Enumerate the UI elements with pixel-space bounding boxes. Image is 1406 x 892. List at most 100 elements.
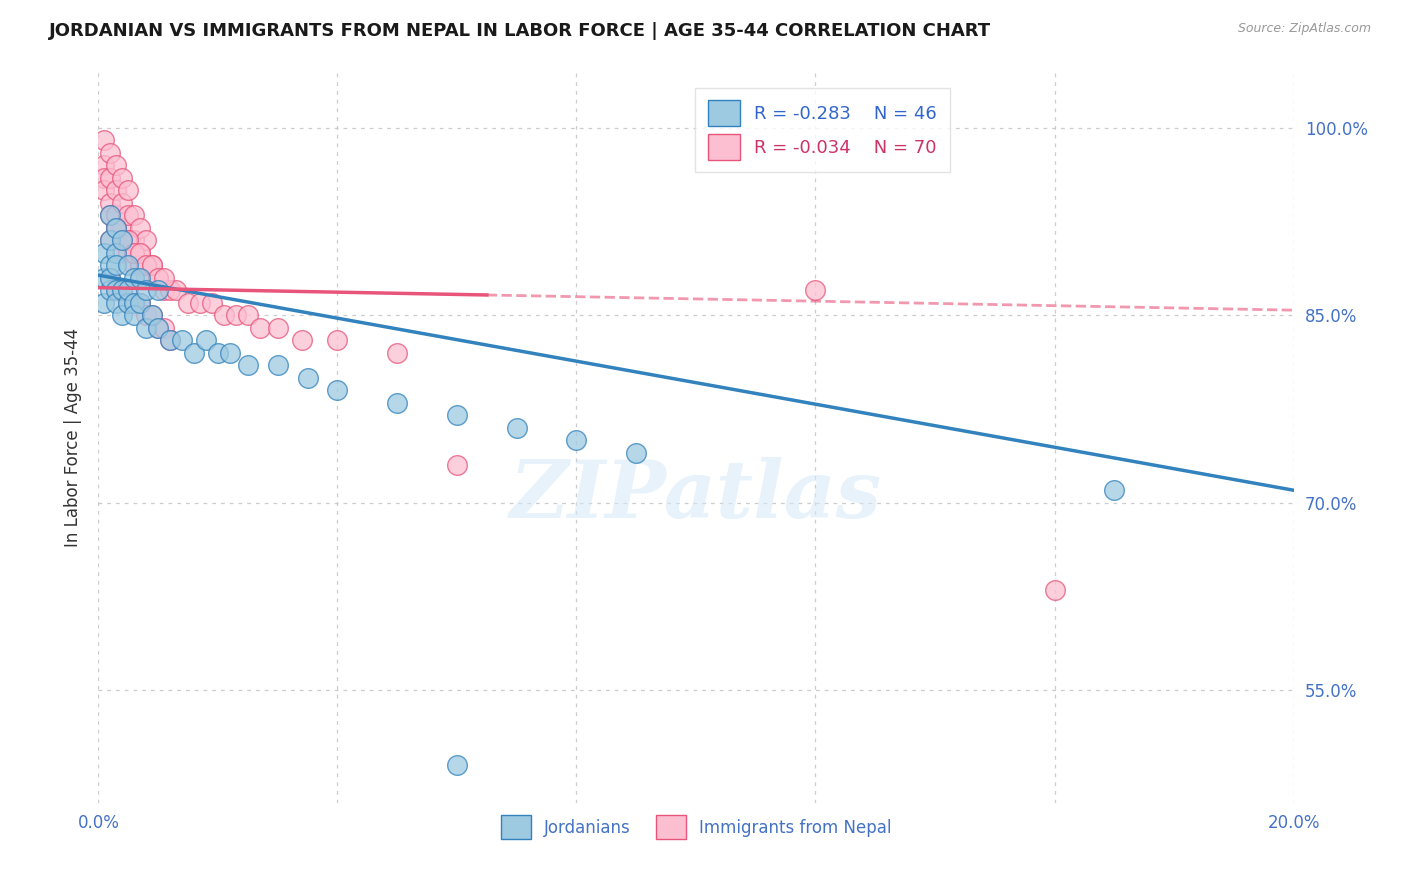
Point xyxy=(117,233,139,247)
Point xyxy=(98,208,122,222)
Point xyxy=(93,245,115,260)
Legend: Jordanians, Immigrants from Nepal: Jordanians, Immigrants from Nepal xyxy=(494,809,898,846)
Point xyxy=(446,458,468,473)
Point xyxy=(124,208,146,222)
Point xyxy=(111,220,134,235)
Text: JORDANIAN VS IMMIGRANTS FROM NEPAL IN LABOR FORCE | AGE 35-44 CORRELATION CHART: JORDANIAN VS IMMIGRANTS FROM NEPAL IN LA… xyxy=(49,22,991,40)
Point xyxy=(148,283,170,297)
Point xyxy=(124,233,146,247)
Point xyxy=(93,295,115,310)
Point xyxy=(105,245,128,260)
Point xyxy=(98,170,122,185)
Point xyxy=(105,220,128,235)
Point xyxy=(124,245,146,260)
Point xyxy=(135,258,157,272)
Point xyxy=(93,183,115,197)
Point xyxy=(98,233,122,247)
Point xyxy=(105,258,128,272)
Point xyxy=(141,258,163,272)
Point xyxy=(297,370,319,384)
Point xyxy=(165,283,187,297)
Point xyxy=(117,295,139,310)
Point xyxy=(148,270,170,285)
Point xyxy=(111,283,134,297)
Point xyxy=(93,158,115,172)
Point xyxy=(105,283,128,297)
Point xyxy=(385,345,409,359)
Point xyxy=(117,283,139,297)
Point xyxy=(111,245,134,260)
Point xyxy=(105,158,128,172)
Point xyxy=(153,283,176,297)
Point xyxy=(129,295,152,310)
Point xyxy=(177,295,200,310)
Point xyxy=(105,220,128,235)
Point xyxy=(129,245,152,260)
Point xyxy=(105,183,128,197)
Point xyxy=(98,145,122,160)
Point xyxy=(98,208,122,222)
Point xyxy=(105,220,128,235)
Point xyxy=(446,408,468,422)
Point xyxy=(135,320,157,334)
Point xyxy=(212,308,235,322)
Point xyxy=(207,345,229,359)
Point xyxy=(148,320,170,334)
Point xyxy=(201,295,224,310)
Point xyxy=(124,270,146,285)
Point xyxy=(188,295,211,310)
Point xyxy=(129,245,152,260)
Point xyxy=(124,295,146,310)
Point xyxy=(1104,483,1126,498)
Point xyxy=(1043,583,1066,598)
Point xyxy=(117,208,139,222)
Point xyxy=(105,295,128,310)
Point xyxy=(804,283,827,297)
Point xyxy=(267,320,290,334)
Point xyxy=(105,208,128,222)
Point xyxy=(172,333,194,347)
Text: Source: ZipAtlas.com: Source: ZipAtlas.com xyxy=(1237,22,1371,36)
Point xyxy=(326,383,349,397)
Point xyxy=(117,233,139,247)
Point xyxy=(117,183,139,197)
Point xyxy=(626,446,648,460)
Point xyxy=(124,295,146,310)
Point xyxy=(111,195,134,210)
Point xyxy=(385,395,409,409)
Point xyxy=(129,270,152,285)
Point xyxy=(159,333,181,347)
Point xyxy=(111,170,134,185)
Point xyxy=(153,320,176,334)
Point xyxy=(98,258,122,272)
Point xyxy=(183,345,205,359)
Point xyxy=(98,270,122,285)
Point xyxy=(236,308,259,322)
Point xyxy=(124,258,146,272)
Point xyxy=(129,220,152,235)
Point xyxy=(93,133,115,147)
Point xyxy=(135,283,157,297)
Point xyxy=(117,245,139,260)
Point xyxy=(135,270,157,285)
Point xyxy=(249,320,271,334)
Point xyxy=(291,333,314,347)
Point xyxy=(135,233,157,247)
Point xyxy=(159,333,181,347)
Point xyxy=(124,245,146,260)
Point xyxy=(195,333,218,347)
Point xyxy=(129,295,152,310)
Point xyxy=(236,358,259,372)
Point xyxy=(98,195,122,210)
Point xyxy=(111,233,134,247)
Point xyxy=(225,308,247,322)
Point xyxy=(565,434,588,448)
Point xyxy=(148,270,170,285)
Y-axis label: In Labor Force | Age 35-44: In Labor Force | Age 35-44 xyxy=(63,327,82,547)
Point xyxy=(111,233,134,247)
Point xyxy=(117,295,139,310)
Point xyxy=(135,308,157,322)
Point xyxy=(219,345,242,359)
Point xyxy=(105,283,128,297)
Point xyxy=(111,283,134,297)
